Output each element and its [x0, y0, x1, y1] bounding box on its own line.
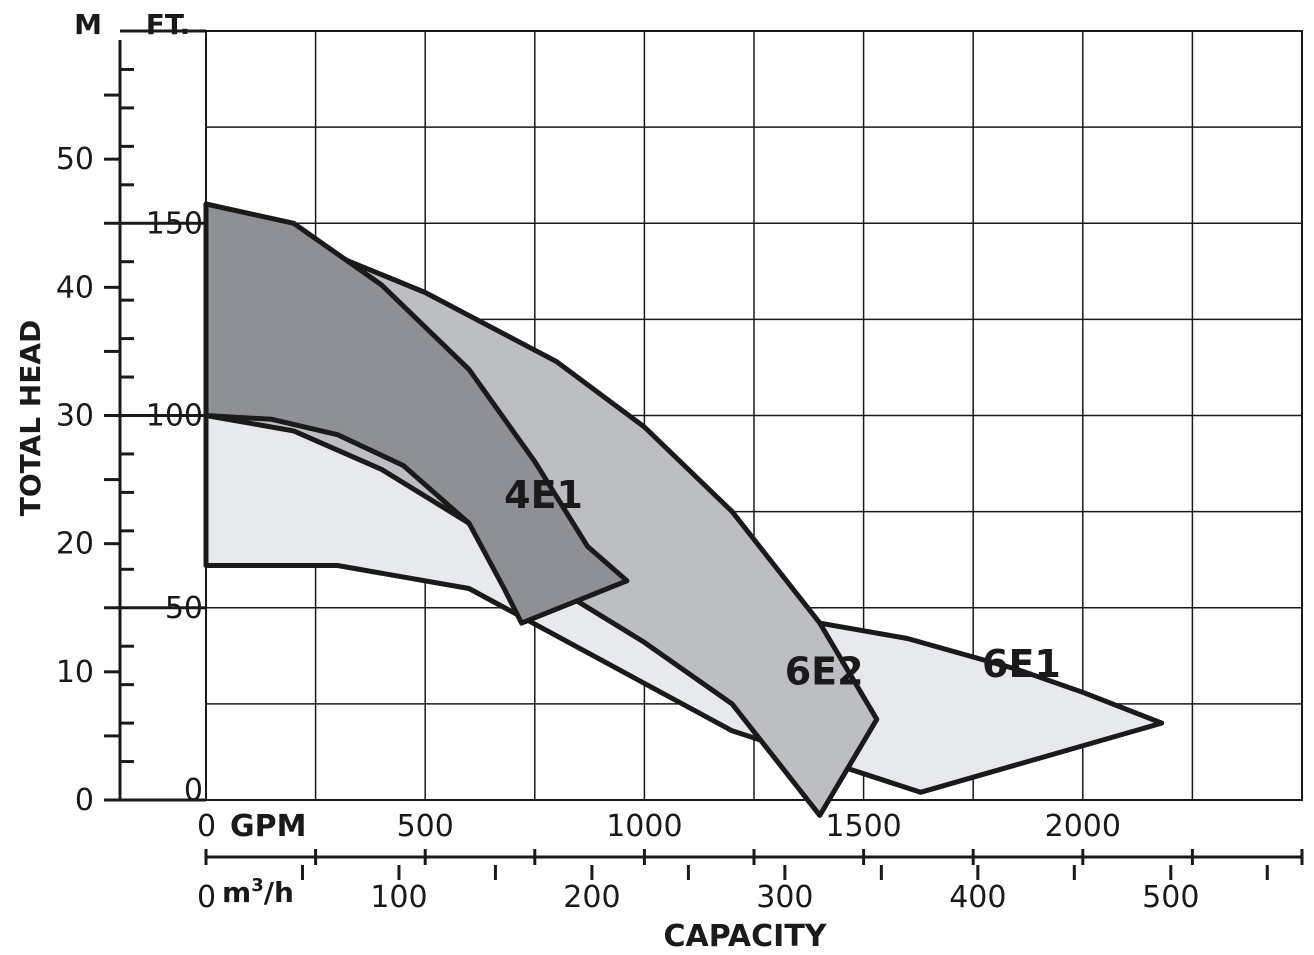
m3h-unit-prefix: m	[222, 876, 251, 909]
gpm-tick-label: 1000	[606, 809, 682, 844]
y-axis-feet-unit: FT.	[146, 8, 191, 41]
y-axis-meter-unit: M	[74, 8, 102, 41]
x-axis-gpm-unit: GPM	[230, 809, 306, 844]
feet-tick-label: 50	[165, 591, 203, 626]
feet-tick-label: 100	[146, 399, 203, 434]
m3h-tick-label: 400	[949, 880, 1006, 915]
meter-tick-label: 50	[56, 142, 94, 177]
curve-label-6e1: 6E1	[982, 642, 1061, 686]
m3h-tick-label: 200	[563, 880, 620, 915]
m3h-tick-label: 500	[1142, 880, 1199, 915]
x-axis-title: CAPACITY	[663, 919, 827, 954]
m3h-tick-label: 100	[370, 880, 427, 915]
curve-labels: 6E1 6E2 4E1	[504, 473, 1061, 694]
meter-tick-label: 40	[56, 270, 94, 305]
m3h-unit-suffix: /h	[264, 876, 294, 909]
y-axis-title: TOTAL HEAD	[14, 320, 47, 517]
curve-label-4e1: 4E1	[504, 473, 583, 517]
m3h-unit-sup: 3	[251, 875, 264, 896]
meter-tick-label: 10	[56, 655, 94, 690]
feet-tick-label: 0	[184, 773, 203, 808]
meter-tick-label: 0	[75, 783, 94, 818]
curve-area-4e1	[203, 201, 630, 626]
m3h-tick-label: 300	[756, 880, 813, 915]
gpm-tick-label: 500	[397, 809, 454, 844]
gpm-tick-label: 2000	[1045, 809, 1121, 844]
curve-label-6e2: 6E2	[785, 650, 864, 694]
meter-tick-label: 30	[56, 399, 94, 434]
m3h-tick-label: 0	[197, 880, 216, 915]
meter-tick-label: 20	[56, 527, 94, 562]
gpm-tick-label: 1500	[825, 809, 901, 844]
gpm-tick-label: 0	[197, 809, 216, 844]
x-axis-m3h-unit: m3/h	[222, 875, 294, 909]
feet-tick-label: 150	[146, 206, 203, 241]
curve-areas	[203, 201, 1165, 818]
